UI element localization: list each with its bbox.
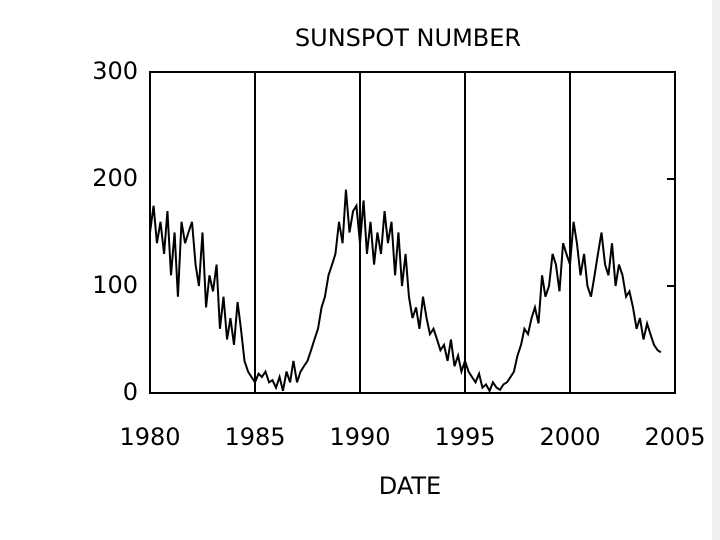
x-tick-label: 1985 <box>224 423 285 451</box>
x-axis-label: DATE <box>379 472 441 500</box>
x-tick-label: 2000 <box>539 423 600 451</box>
x-tick-label: 1990 <box>329 423 390 451</box>
y-tick-label: 100 <box>92 271 138 299</box>
chart-title: SUNSPOT NUMBER <box>295 24 521 52</box>
x-tick-label: 2005 <box>644 423 705 451</box>
y-tick-label: 0 <box>123 378 138 406</box>
edge-strip <box>712 0 720 540</box>
x-tick-label: 1995 <box>434 423 495 451</box>
y-tick-label: 200 <box>92 164 138 192</box>
plot-frame <box>149 71 676 394</box>
x-tick-label: 1980 <box>119 423 180 451</box>
data-line <box>149 189 662 394</box>
y-tick-label: 300 <box>92 57 138 85</box>
